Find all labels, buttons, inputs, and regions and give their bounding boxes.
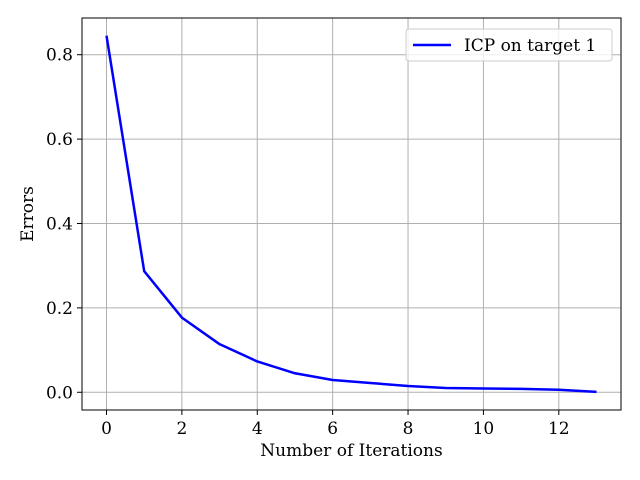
data-point bbox=[445, 387, 447, 389]
y-axis-label: Errors bbox=[18, 186, 38, 242]
data-point bbox=[256, 360, 258, 362]
y-tick-label: 0.6 bbox=[46, 130, 73, 150]
data-point bbox=[369, 382, 371, 384]
data-point bbox=[595, 391, 597, 393]
legend-entry-label: ICP on target 1 bbox=[464, 36, 596, 56]
y-tick-label: 0.8 bbox=[46, 46, 73, 66]
legend: ICP on target 1 bbox=[405, 28, 613, 62]
data-point bbox=[407, 385, 409, 387]
series-layer bbox=[105, 35, 597, 394]
y-tick-label: 0.2 bbox=[46, 299, 73, 319]
x-tick-label: 2 bbox=[176, 419, 187, 439]
x-axis-label: Number of Iterations bbox=[260, 441, 442, 461]
x-tick-label: 10 bbox=[473, 419, 495, 439]
x-tick-label: 6 bbox=[327, 419, 338, 439]
series-line-0 bbox=[105, 35, 597, 394]
data-point bbox=[331, 379, 333, 381]
data-point bbox=[558, 389, 560, 391]
axis-ticks: 0 2 4 6 8 10 12 0.0 0.2 0.4 0.6 0.8 bbox=[46, 46, 570, 439]
x-tick-label: 0 bbox=[101, 419, 112, 439]
data-point bbox=[143, 270, 145, 272]
y-tick-label: 0.4 bbox=[46, 214, 73, 234]
data-point bbox=[181, 316, 183, 318]
data-point bbox=[520, 388, 522, 390]
y-tick-label: 0.0 bbox=[46, 383, 73, 403]
data-point bbox=[482, 387, 484, 389]
x-tick-label: 4 bbox=[252, 419, 263, 439]
plot-frame bbox=[81, 17, 622, 411]
data-point bbox=[218, 343, 220, 345]
data-point bbox=[294, 372, 296, 374]
grid bbox=[82, 18, 621, 410]
x-tick-label: 8 bbox=[403, 419, 414, 439]
legend-box bbox=[405, 28, 613, 62]
data-point bbox=[105, 35, 107, 37]
x-tick-label: 12 bbox=[548, 419, 570, 439]
